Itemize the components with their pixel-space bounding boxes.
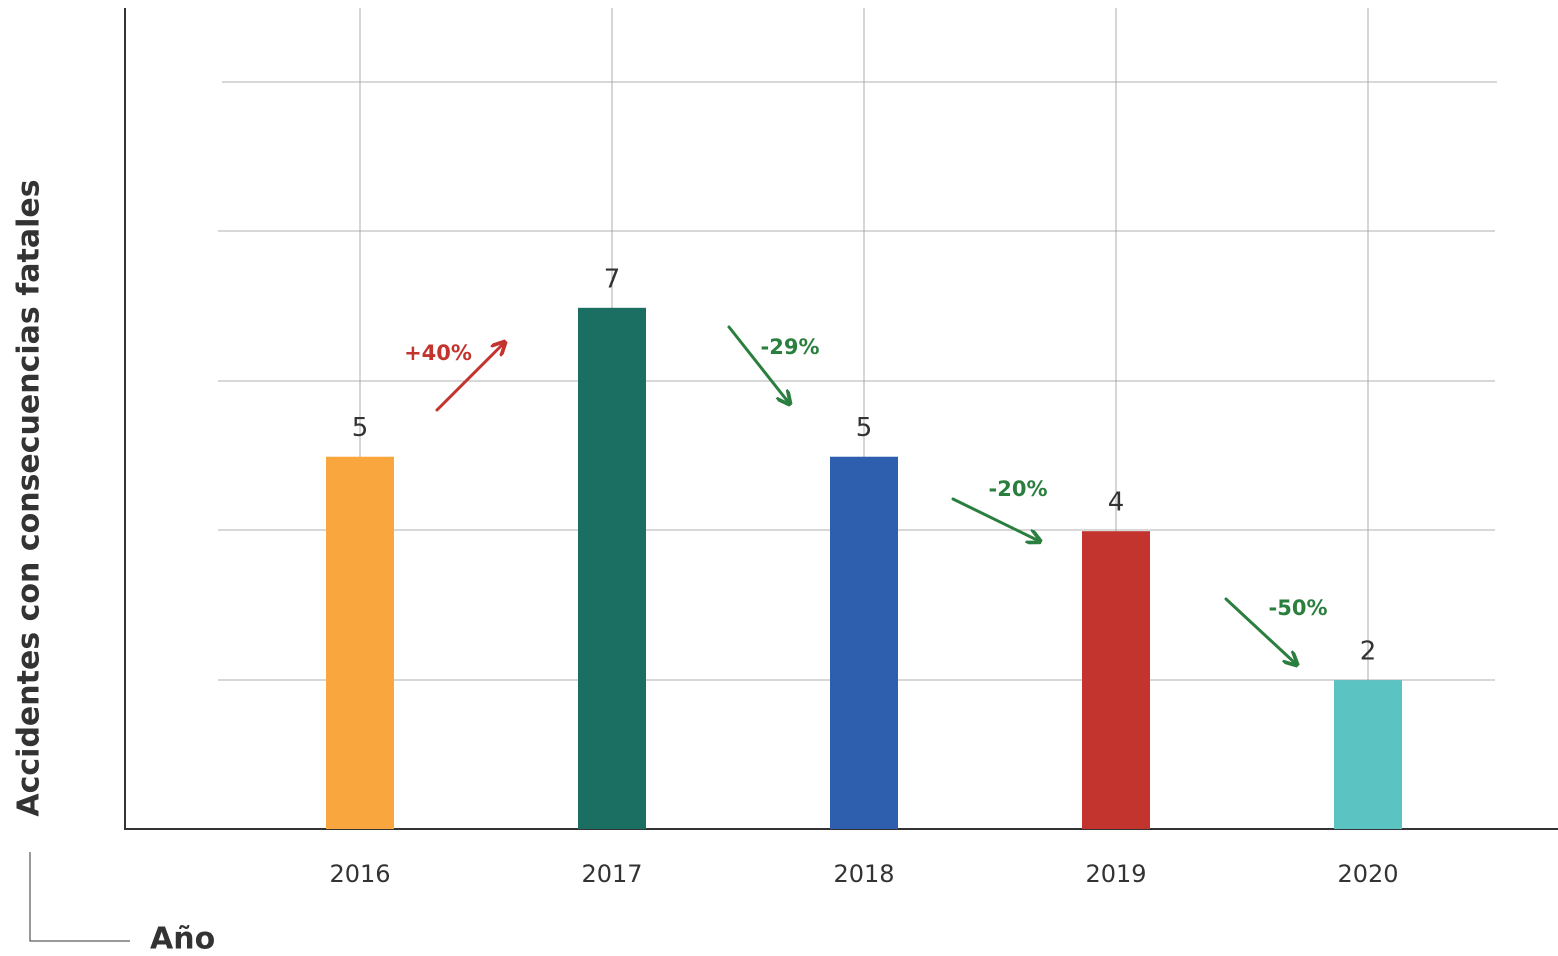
- bar: [1334, 680, 1402, 829]
- x-axis-label: Año: [150, 922, 215, 956]
- arrow: [435, 343, 504, 412]
- bar: [1082, 531, 1150, 829]
- bar: [326, 456, 394, 829]
- y-axis-label: Accidentes con consecuencias fatales: [12, 179, 47, 816]
- arrow: [951, 497, 1039, 541]
- bar: [830, 456, 898, 829]
- arrows: [435, 325, 1296, 664]
- x-tick-label: 2019: [1085, 860, 1146, 888]
- annotation: +40%: [404, 341, 472, 365]
- annotation: -29%: [761, 335, 820, 359]
- x-tick-label: 2018: [833, 860, 894, 888]
- arrow: [1224, 597, 1296, 664]
- x-tick-label: 2016: [329, 860, 390, 888]
- data-label: 4: [1108, 488, 1125, 518]
- annotation: -50%: [1269, 596, 1328, 620]
- annotation: -20%: [989, 477, 1048, 501]
- data-label: 7: [604, 264, 621, 294]
- x-tick-label: 2020: [1337, 860, 1398, 888]
- x-tick-label: 2017: [581, 860, 642, 888]
- x-label-bracket: [29, 852, 130, 942]
- arrow: [727, 325, 789, 403]
- bar: [578, 307, 646, 829]
- data-label: 5: [352, 413, 369, 443]
- data-label: 5: [856, 413, 873, 443]
- data-label: 2: [1360, 637, 1377, 667]
